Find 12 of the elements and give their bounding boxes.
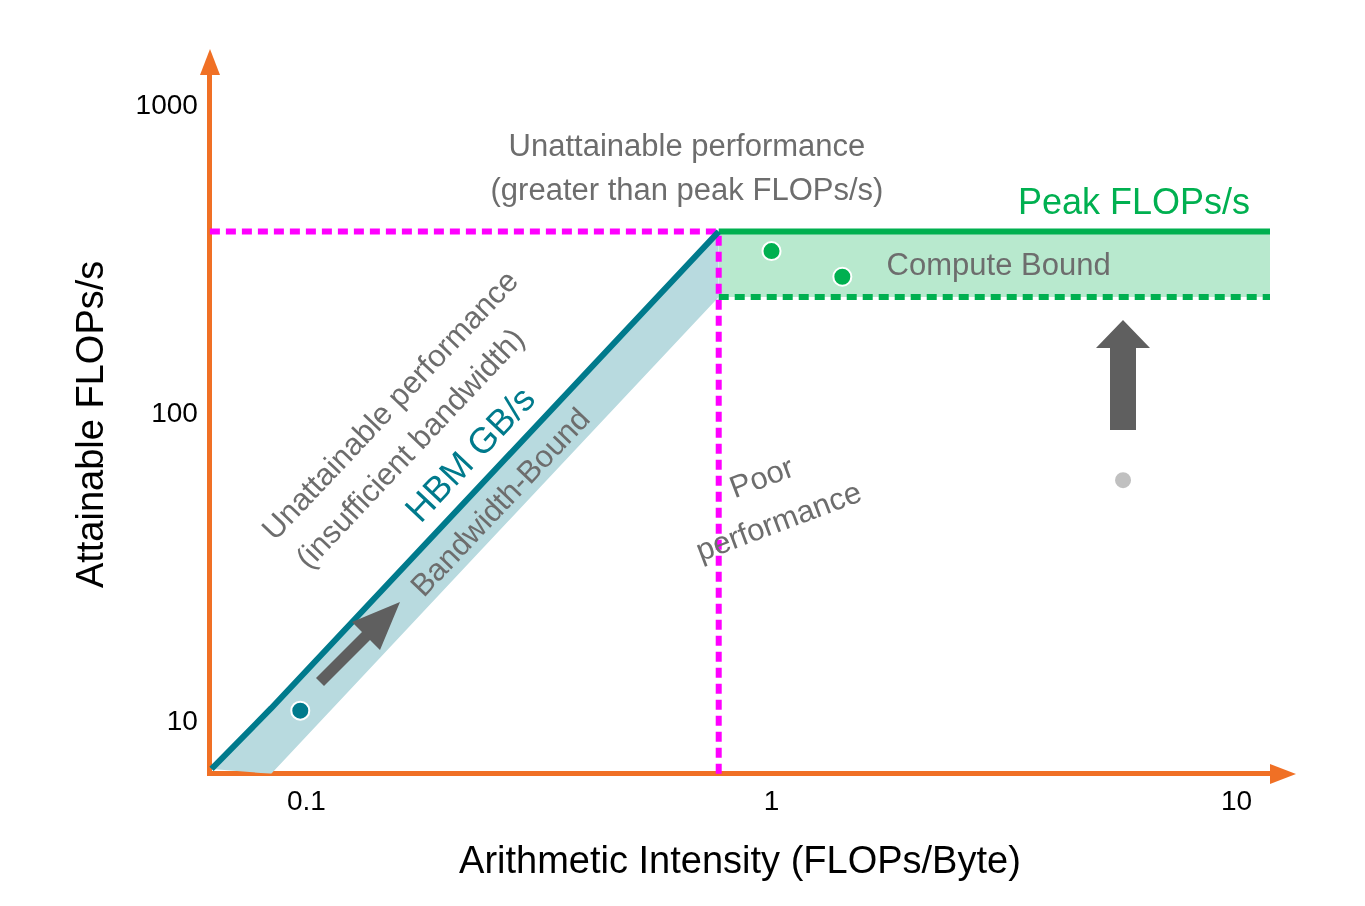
annotation: Compute Bound <box>886 247 1111 283</box>
y-tick-label: 100 <box>151 396 198 428</box>
y-axis-title: Attainable FLOPs/s <box>69 260 112 589</box>
annotation: Unattainable performance <box>508 128 866 164</box>
series-label: Peak FLOPs/s <box>1017 180 1250 222</box>
x-tick-label: 10 <box>1220 785 1253 817</box>
y-tick-label: 1000 <box>135 88 198 120</box>
x-tick-label: 1 <box>763 785 780 817</box>
x-axis-title: Arithmetic Intensity (FLOPs/Byte) <box>459 838 1021 881</box>
y-tick-label: 10 <box>166 704 198 736</box>
annotation: (greater than peak FLOPs/s) <box>490 172 884 208</box>
x-tick-label: 0.1 <box>286 785 326 817</box>
